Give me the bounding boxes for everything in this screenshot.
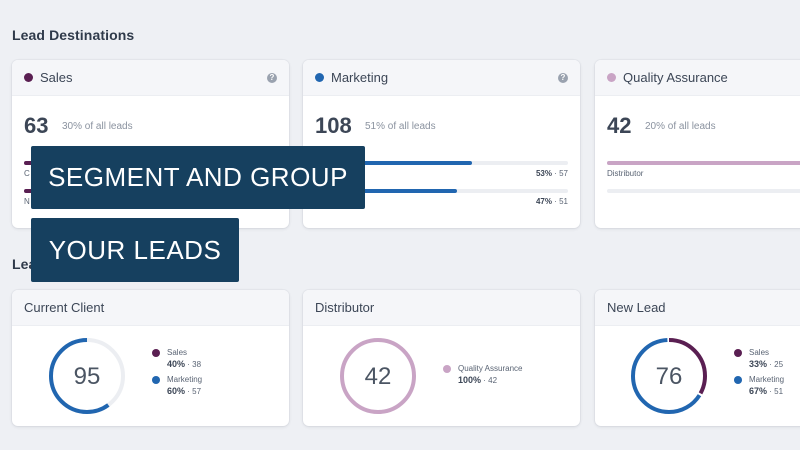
legend-count: 57 — [192, 387, 202, 396]
destination-bar — [315, 189, 568, 193]
donut-legend: Quality Assurance 100% · 42 — [443, 364, 522, 391]
value-separator: · — [185, 387, 193, 396]
destination-bar — [607, 189, 800, 193]
legend-item-marketing: Marketing 60% · 57 — [152, 375, 202, 396]
value-separator: · — [767, 387, 775, 396]
legend-item-sales: Sales 40% · 38 — [152, 348, 202, 369]
help-icon[interactable]: ? — [558, 73, 568, 83]
legend-count: 42 — [488, 376, 498, 385]
card-title: Distributor — [315, 300, 375, 315]
donut-legend: Sales 33% · 25 Marketing 67% · 51 — [734, 348, 784, 402]
legend-percent: 67% — [749, 386, 768, 396]
help-icon[interactable]: ? — [267, 73, 277, 83]
legend-count: 38 — [192, 360, 202, 369]
donut-segment-marketing — [49, 338, 125, 414]
legend-label: Quality Assurance — [458, 364, 523, 373]
quality-assurance-dot — [607, 73, 616, 82]
source-card-new-lead: New Lead 76 Sales 33% · 25 Marketing 67%… — [595, 290, 800, 426]
donut-segment-quality-assurance — [340, 338, 416, 414]
destination-bar — [315, 161, 568, 165]
card-header: Marketing ? — [303, 60, 580, 96]
value-separator: · — [185, 360, 193, 369]
card-title: New Lead — [607, 300, 666, 315]
lead-percent: 51% of all leads — [365, 121, 436, 132]
lead-percent: 20% of all leads — [645, 121, 716, 132]
marketing-dot — [152, 375, 160, 384]
banner-your-leads: YOUR LEADS — [31, 218, 239, 282]
donut-segment-sales — [631, 338, 707, 414]
donut-total: 42 — [364, 363, 392, 390]
value-separator: · — [481, 376, 489, 385]
legend-percent: 40% — [167, 359, 186, 369]
card-header: Sales ? — [12, 60, 289, 96]
bar-value: 53% · 57 — [536, 169, 568, 178]
card-header: Quality Assurance — [595, 60, 800, 96]
donut-chart — [49, 338, 125, 414]
donut-chart — [631, 338, 707, 414]
legend-label: Marketing — [167, 375, 203, 384]
lead-destinations-title: Lead Destinations — [12, 27, 135, 43]
legend-item-sales: Sales 33% · 25 — [734, 348, 784, 369]
destination-card-quality-assurance: Quality Assurance 42 20% of all leads Di… — [595, 60, 800, 228]
lead-percent: 30% of all leads — [62, 121, 133, 132]
bar-fill — [607, 161, 800, 165]
legend-item-marketing: Marketing 67% · 51 — [734, 375, 784, 396]
bar-percent: 47% — [535, 197, 552, 206]
card-title: Sales — [40, 70, 73, 85]
banner-segment-and-group: SEGMENT AND GROUP — [31, 146, 365, 209]
legend-label: Marketing — [749, 375, 785, 384]
legend-percent: 60% — [167, 386, 186, 396]
donut-total: 76 — [655, 363, 683, 390]
value-separator: · — [551, 169, 560, 178]
donut-total: 95 — [73, 363, 101, 390]
sales-dot — [24, 73, 33, 82]
destination-bar — [607, 161, 800, 165]
card-header: Distributor — [303, 290, 580, 326]
marketing-dot — [315, 73, 324, 82]
lead-count: 108 — [315, 113, 352, 138]
legend-label: Sales — [749, 348, 770, 357]
bar-fill — [315, 189, 457, 193]
bar-label: N — [24, 197, 30, 206]
legend-item-quality-assurance: Quality Assurance 100% · 42 — [443, 364, 522, 385]
legend-count: 25 — [774, 360, 784, 369]
donut-legend: Sales 40% · 38 Marketing 60% · 57 — [152, 348, 202, 402]
lead-count: 42 — [607, 113, 632, 138]
card-title: Current Client — [24, 300, 105, 315]
bar-percent: 53% — [535, 169, 552, 178]
donut-chart — [340, 338, 416, 414]
sales-dot — [734, 348, 742, 357]
legend-percent: 100% — [458, 375, 482, 385]
bar-value: 47% · 51 — [536, 197, 568, 206]
legend-count: 51 — [774, 387, 784, 396]
legend-percent: 33% — [749, 359, 768, 369]
destination-card-marketing: Marketing ? 108 51% of all leads nt 53% … — [303, 60, 580, 228]
bar-label: Distributor — [607, 169, 644, 178]
card-title: Quality Assurance — [623, 70, 728, 85]
value-separator: · — [767, 360, 775, 369]
donut-segment-marketing — [631, 338, 707, 414]
marketing-dot — [734, 375, 742, 384]
source-card-distributor: Distributor 42 Quality Assurance 100% · … — [303, 290, 580, 426]
card-header: Current Client — [12, 290, 289, 326]
quality-assurance-dot — [443, 364, 451, 373]
source-card-current-client: Current Client 95 Sales 40% · 38 Marketi… — [12, 290, 289, 426]
bar-fill — [315, 161, 472, 165]
bar-count: 57 — [559, 169, 568, 178]
bar-label: C — [24, 169, 30, 178]
value-separator: · — [551, 197, 560, 206]
card-title: Marketing — [331, 70, 389, 85]
sales-dot — [152, 348, 160, 357]
legend-label: Sales — [167, 348, 188, 357]
bar-count: 51 — [559, 197, 568, 206]
card-header: New Lead — [595, 290, 800, 326]
lead-count: 63 — [24, 113, 49, 138]
lead-sources-title: Lea — [12, 256, 37, 272]
